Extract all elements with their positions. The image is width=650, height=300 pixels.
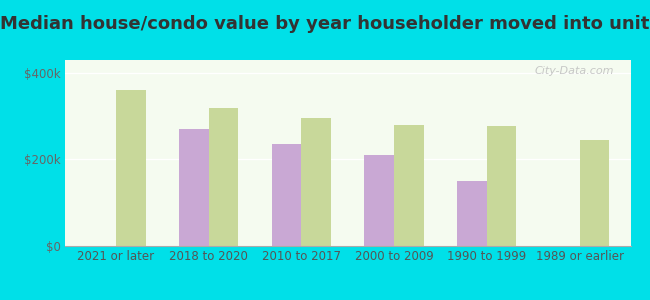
Bar: [580, 140, 609, 246]
Text: City-Data.com: City-Data.com: [534, 66, 614, 76]
Text: Median house/condo value by year householder moved into unit: Median house/condo value by year househo…: [0, 15, 650, 33]
Bar: [394, 125, 424, 246]
Bar: [457, 181, 487, 246]
Bar: [365, 155, 394, 246]
Bar: [116, 90, 146, 246]
Bar: [209, 108, 239, 246]
Bar: [487, 126, 517, 246]
Bar: [179, 129, 209, 246]
Bar: [302, 118, 331, 246]
Bar: [272, 144, 302, 246]
